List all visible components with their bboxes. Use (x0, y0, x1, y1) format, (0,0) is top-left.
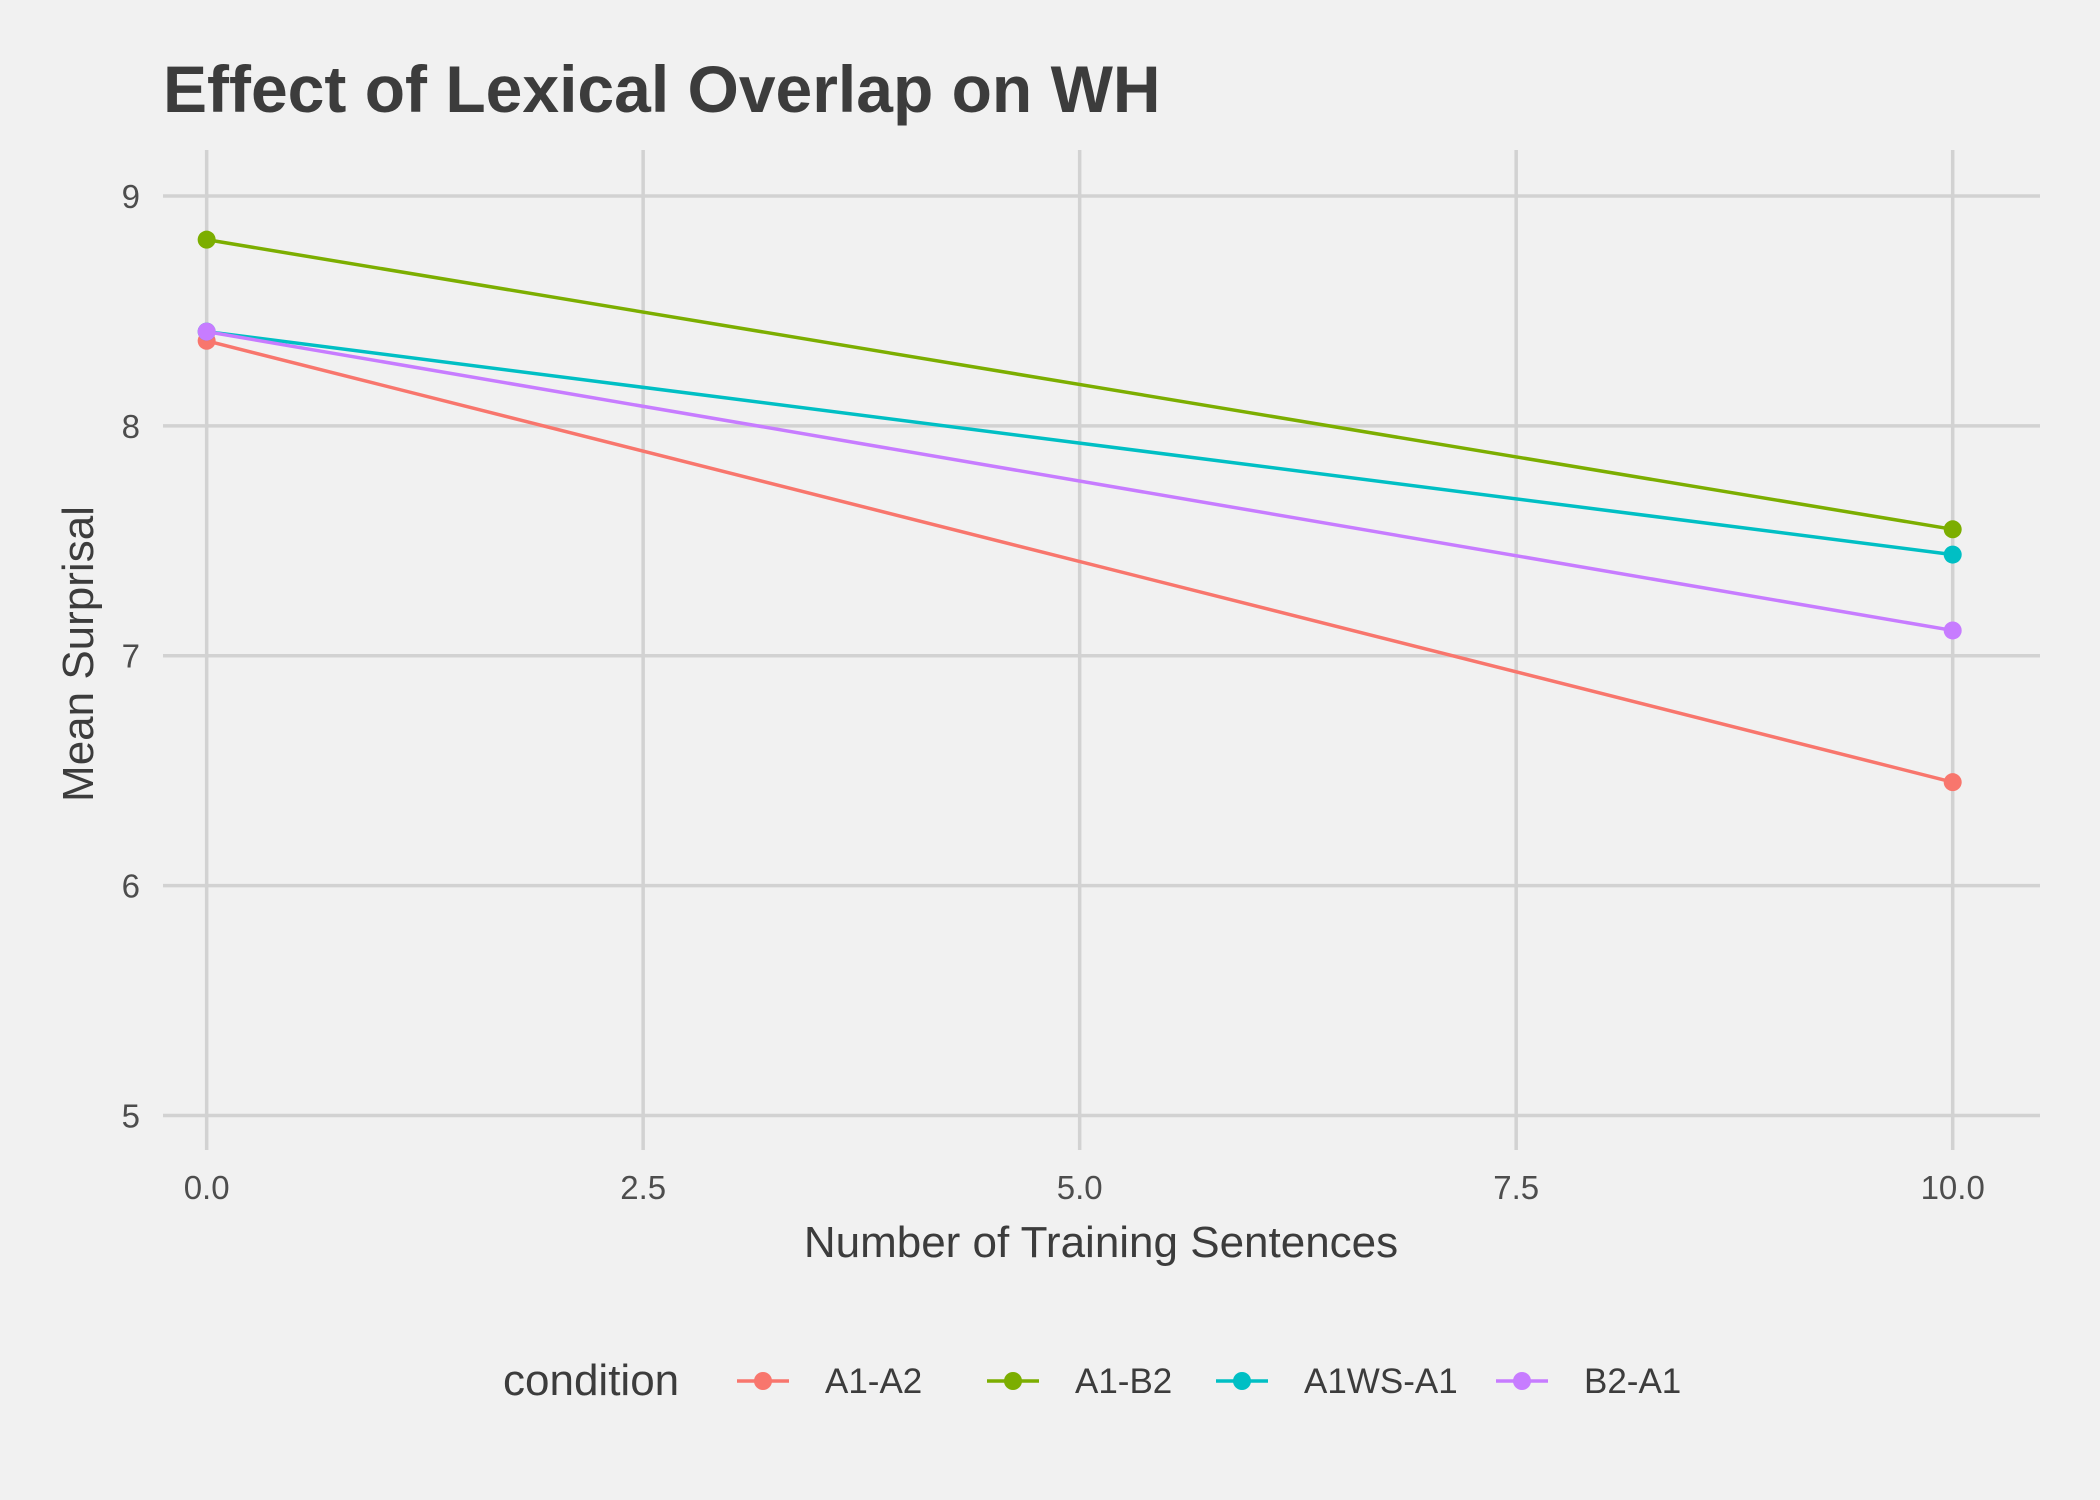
legend-key-point (1233, 1372, 1251, 1390)
series-line (206, 339, 1954, 784)
x-tick-label: 7.5 (1493, 1169, 1539, 1206)
y-axis-title: Mean Surprisal (54, 506, 103, 802)
series-line (206, 237, 1953, 532)
grid (163, 150, 2040, 1150)
y-tick-label: 9 (122, 178, 140, 215)
x-tick-label: 5.0 (1057, 1169, 1103, 1206)
legend-key-point (754, 1372, 772, 1390)
chart-title: Effect of Lexical Overlap on WH (163, 52, 1161, 126)
data-point (1943, 520, 1962, 539)
data-point (197, 322, 216, 341)
x-tick-label: 10.0 (1921, 1169, 1985, 1206)
data-point (197, 230, 216, 249)
data-point (1943, 773, 1962, 792)
x-axis-ticks: 0.0 2.5 5.0 7.5 10.0 (184, 1169, 1985, 1206)
series-B2-A1 (197, 322, 1962, 640)
data-point (1943, 545, 1962, 564)
x-tick-label: 0.0 (184, 1169, 230, 1206)
legend-label: A1WS-A1 (1304, 1362, 1458, 1401)
legend-item: A1WS-A1 (1216, 1362, 1458, 1401)
y-tick-label: 6 (122, 868, 140, 905)
y-axis-ticks: 5 6 7 8 9 (122, 178, 140, 1135)
legend-label: B2-A1 (1584, 1362, 1681, 1401)
legend-title: condition (503, 1356, 679, 1405)
legend-item: A1-A2 (737, 1362, 922, 1401)
series-A1-A2 (197, 331, 1962, 792)
legend-key-point (1004, 1372, 1022, 1390)
legend: condition A1-A2 A1-B2 A1WS-A1 B2-A1 (503, 1356, 1681, 1405)
y-tick-label: 8 (122, 408, 140, 445)
legend-label: A1-B2 (1075, 1362, 1172, 1401)
data-point (1943, 621, 1962, 640)
legend-item: A1-B2 (987, 1362, 1172, 1401)
series-A1-B2 (197, 230, 1962, 539)
series-line (206, 329, 1953, 557)
x-axis-title: Number of Training Sentences (804, 1218, 1398, 1267)
legend-item: B2-A1 (1496, 1362, 1681, 1401)
series (197, 230, 1962, 792)
y-tick-label: 5 (122, 1098, 140, 1135)
y-tick-label: 7 (122, 638, 140, 675)
series-line (206, 329, 1953, 633)
legend-label: A1-A2 (825, 1362, 922, 1401)
legend-key-point (1513, 1372, 1531, 1390)
x-tick-label: 2.5 (620, 1169, 666, 1206)
